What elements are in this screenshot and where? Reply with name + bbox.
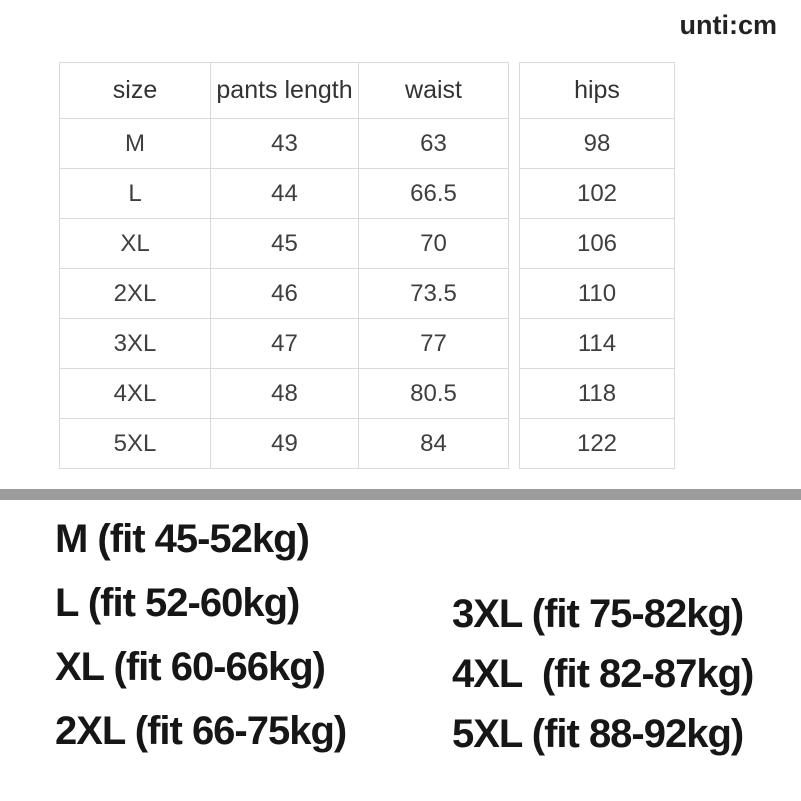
cell-size: XL: [59, 218, 211, 269]
cell-waist: 80.5: [358, 368, 509, 419]
cell-hips: 98: [519, 118, 675, 169]
header-cell-hips: hips: [519, 62, 675, 119]
size-table-group: size pants length waist M 43 63 L 44 66.…: [59, 62, 675, 469]
table-header-row: size pants length waist: [59, 62, 509, 119]
weight-fit-line: 2XL (fit 66-75kg): [55, 708, 347, 753]
section-divider-bar: [0, 489, 801, 500]
table-row: 5XL 49 84: [59, 418, 509, 469]
cell-waist: 63: [358, 118, 509, 169]
cell-pants-length: 44: [210, 168, 359, 219]
cell-waist: 84: [358, 418, 509, 469]
table-row: 122: [519, 418, 675, 469]
cell-size: 5XL: [59, 418, 211, 469]
cell-waist: 73.5: [358, 268, 509, 319]
cell-waist: 70: [358, 218, 509, 269]
cell-size: 3XL: [59, 318, 211, 369]
table-row: 118: [519, 368, 675, 419]
cell-pants-length: 45: [210, 218, 359, 269]
weight-fit-line: 4XL (fit 82-87kg): [452, 651, 754, 696]
cell-hips: 110: [519, 268, 675, 319]
cell-waist: 66.5: [358, 168, 509, 219]
size-measurements-table: size pants length waist M 43 63 L 44 66.…: [59, 62, 509, 469]
cell-hips: 114: [519, 318, 675, 369]
cell-pants-length: 49: [210, 418, 359, 469]
cell-hips: 106: [519, 218, 675, 269]
table-row: 98: [519, 118, 675, 169]
weight-fit-line: M (fit 45-52kg): [55, 516, 310, 561]
table-row: 2XL 46 73.5: [59, 268, 509, 319]
header-cell-pants-length: pants length: [210, 62, 359, 119]
cell-size: L: [59, 168, 211, 219]
header-cell-waist: waist: [358, 62, 509, 119]
table-row: 3XL 47 77: [59, 318, 509, 369]
cell-size: 4XL: [59, 368, 211, 419]
table-row: 4XL 48 80.5: [59, 368, 509, 419]
weight-fit-line: 5XL (fit 88-92kg): [452, 711, 744, 756]
hips-column-table: hips 98 102 106 110 114 118 122: [519, 62, 675, 469]
header-cell-size: size: [59, 62, 211, 119]
table-header-row: hips: [519, 62, 675, 119]
cell-size: M: [59, 118, 211, 169]
cell-hips: 122: [519, 418, 675, 469]
weight-fit-line: L (fit 52-60kg): [55, 580, 300, 625]
weight-fit-left-column: M (fit 45-52kg) L (fit 52-60kg) XL (fit …: [55, 507, 347, 763]
cell-pants-length: 43: [210, 118, 359, 169]
table-row: 106: [519, 218, 675, 269]
cell-hips: 118: [519, 368, 675, 419]
weight-fit-line: XL (fit 60-66kg): [55, 644, 326, 689]
cell-pants-length: 47: [210, 318, 359, 369]
table-row: 102: [519, 168, 675, 219]
unit-label: unti:cm: [679, 10, 778, 40]
table-row: XL 45 70: [59, 218, 509, 269]
cell-waist: 77: [358, 318, 509, 369]
cell-pants-length: 48: [210, 368, 359, 419]
table-row: M 43 63: [59, 118, 509, 169]
table-row: L 44 66.5: [59, 168, 509, 219]
weight-fit-line: 3XL (fit 75-82kg): [452, 591, 744, 636]
table-row: 114: [519, 318, 675, 369]
cell-hips: 102: [519, 168, 675, 219]
cell-size: 2XL: [59, 268, 211, 319]
weight-fit-right-column: 3XL (fit 75-82kg) 4XL (fit 82-87kg) 5XL …: [452, 584, 754, 764]
table-row: 110: [519, 268, 675, 319]
cell-pants-length: 46: [210, 268, 359, 319]
